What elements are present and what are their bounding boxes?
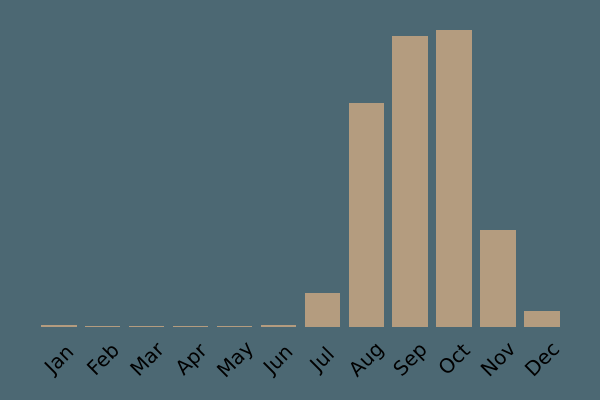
x-tick-label-apr: Apr (169, 338, 212, 380)
bar-may (216, 325, 253, 328)
x-tick-label-oct: Oct (433, 338, 475, 380)
bar-oct (436, 29, 472, 328)
bar-apr (172, 325, 209, 328)
bar-jan (41, 324, 77, 328)
x-tick-label-feb: Feb (81, 337, 124, 381)
x-tick-label-sep: Sep (388, 337, 433, 381)
x-tick-label-dec: Dec (519, 336, 565, 382)
x-tick-label-jan: Jan (39, 339, 79, 379)
bar-sep (392, 36, 428, 328)
x-tick-label-may: May (211, 335, 258, 383)
bar-jul (304, 293, 341, 328)
x-tick-label-jun: Jun (258, 339, 298, 379)
x-tick-label-aug: Aug (344, 336, 389, 382)
x-tick-label-nov: Nov (475, 336, 521, 382)
x-tick-label-mar: Mar (124, 337, 169, 381)
bar-jun (260, 324, 297, 328)
bar-feb (84, 325, 121, 328)
bar-mar (128, 325, 165, 328)
bar-nov (480, 230, 516, 328)
x-tick-label-jul: Jul (305, 341, 340, 377)
bar-dec (524, 311, 560, 328)
bar-aug (348, 103, 384, 328)
